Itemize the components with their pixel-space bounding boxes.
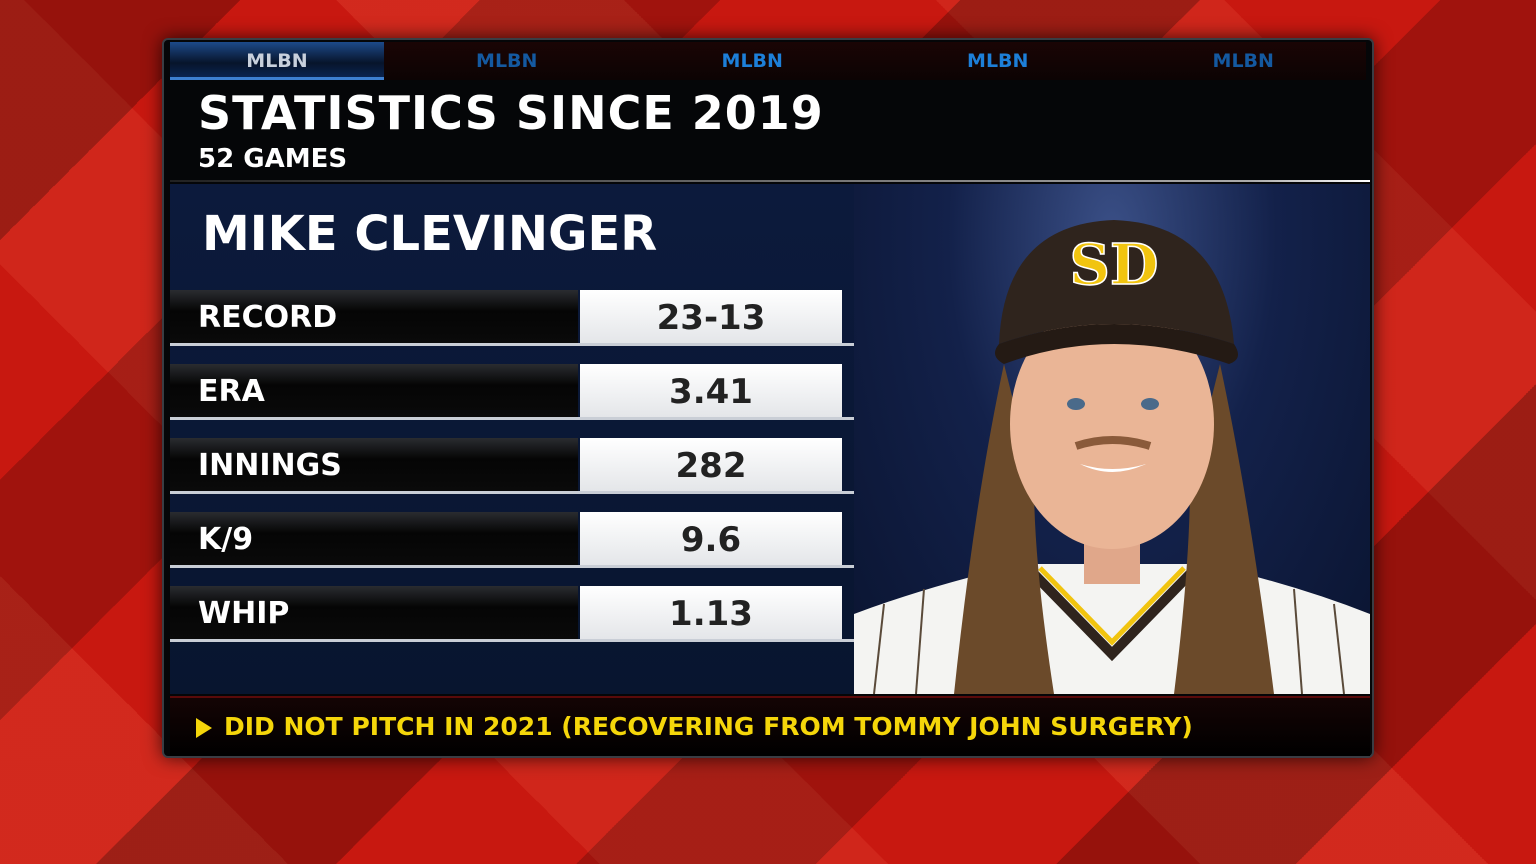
stat-value: 282	[580, 438, 842, 491]
tab-mlbn-1: MLBN	[170, 42, 384, 80]
stat-row-whip: WHIP 1.13	[170, 586, 854, 642]
stat-value: 3.41	[580, 364, 842, 417]
graphic-title: STATISTICS SINCE 2019	[198, 86, 824, 140]
network-tabs: MLBN MLBN MLBN MLBN MLBN	[170, 42, 1366, 80]
stat-label: INNINGS	[170, 438, 578, 491]
play-triangle-icon	[196, 718, 212, 738]
stat-label: K/9	[170, 512, 578, 565]
stat-row-record: RECORD 23-13	[170, 290, 854, 346]
stat-label: WHIP	[170, 586, 578, 639]
player-portrait-icon: SD	[854, 220, 1370, 694]
graphic-subtitle: 52 GAMES	[198, 144, 348, 174]
footer-note: DID NOT PITCH IN 2021 (RECOVERING FROM T…	[170, 696, 1370, 756]
stats-panel: MIKE CLEVINGER RECORD 23-13 ERA 3.41 INNIN…	[170, 184, 854, 694]
tab-mlbn-2: MLBN	[476, 50, 538, 72]
player-name: MIKE CLEVINGER	[202, 206, 658, 262]
cap-logo: SD	[1069, 232, 1158, 298]
stats-graphic: MLBN MLBN MLBN MLBN MLBN STATISTICS SINC…	[162, 38, 1374, 758]
divider	[170, 180, 1370, 182]
tab-mlbn-4: MLBN	[967, 50, 1029, 72]
player-headshot: SD	[854, 184, 1370, 694]
stat-label: ERA	[170, 364, 578, 417]
stat-value: 9.6	[580, 512, 842, 565]
stat-value: 23-13	[580, 290, 842, 343]
stat-row-k9: K/9 9.6	[170, 512, 854, 568]
tab-mlbn-3: MLBN	[721, 50, 783, 72]
footer-note-text: DID NOT PITCH IN 2021 (RECOVERING FROM T…	[224, 712, 1193, 741]
stat-row-era: ERA 3.41	[170, 364, 854, 420]
stat-value: 1.13	[580, 586, 842, 639]
stat-label: RECORD	[170, 290, 578, 343]
stat-row-innings: INNINGS 282	[170, 438, 854, 494]
tab-mlbn-5: MLBN	[1212, 50, 1274, 72]
